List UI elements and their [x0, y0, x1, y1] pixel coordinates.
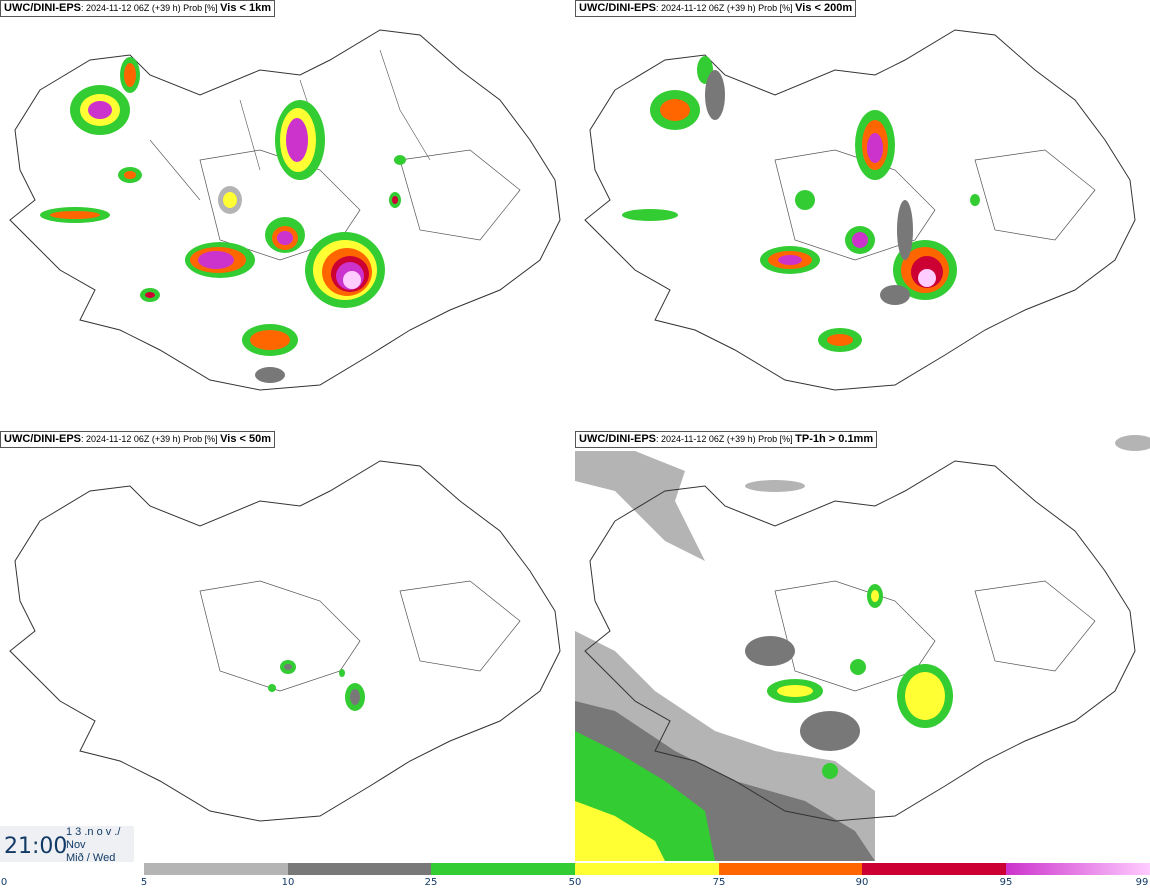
iceland-map [575, 435, 1150, 861]
colorbar-tick: 25 [424, 877, 438, 888]
iceland-map [584, 29, 1136, 391]
weekday-line: Mið / Wed [66, 852, 116, 864]
field-name: Vis < 50m [220, 433, 272, 445]
model-name: UWC/DINI-EPS [4, 2, 81, 14]
colorbar-segment [288, 863, 431, 875]
colorbar-tick: 50 [568, 877, 582, 888]
colorbar-segment [719, 863, 862, 875]
iceland-map [9, 460, 561, 822]
panel-title: UWC/DINI-EPS: 2024-11-12 06Z (+39 h) Pro… [575, 431, 878, 448]
date-line: 1 3 .n o v ./ [66, 826, 121, 838]
valid-time-box: 21:00 1 3 .n o v ./ Nov Mið / Wed [0, 826, 134, 864]
field-name: TP-1h > 0.1mm [795, 433, 874, 445]
month-line: Nov [66, 839, 86, 851]
colorbar-segment [862, 863, 1006, 875]
panel-title: UWC/DINI-EPS: 2024-11-12 06Z (+39 h) Pro… [0, 0, 276, 17]
iceland-map [9, 29, 561, 391]
colorbar-tick: 75 [712, 877, 726, 888]
field-name: Vis < 200m [795, 2, 853, 14]
map-panel-vis-200m: UWC/DINI-EPS: 2024-11-12 06Z (+39 h) Pro… [575, 0, 1150, 430]
prob-field-tp [745, 435, 1150, 779]
run-info: : 2024-11-12 06Z (+39 h) Prob [%] [81, 3, 221, 13]
map-panel-vis-50m: UWC/DINI-EPS: 2024-11-12 06Z (+39 h) Pro… [0, 431, 575, 861]
model-name: UWC/DINI-EPS [4, 433, 81, 445]
run-info: : 2024-11-12 06Z (+39 h) Prob [%] [656, 3, 796, 13]
panel-title: UWC/DINI-EPS: 2024-11-12 06Z (+39 h) Pro… [575, 0, 857, 17]
colorbar-segment [144, 863, 288, 875]
prob-field-1km [40, 57, 406, 383]
run-info: : 2024-11-12 06Z (+39 h) Prob [%] [81, 434, 221, 444]
colorbar-segment [431, 863, 575, 875]
model-name: UWC/DINI-EPS [579, 433, 656, 445]
colorbar-segment [575, 863, 719, 875]
colorbar-segment [1006, 863, 1150, 875]
map-panel-vis-1km: UWC/DINI-EPS: 2024-11-12 06Z (+39 h) Pro… [0, 0, 575, 430]
colorbar-tick: 95 [999, 877, 1013, 888]
panel-title: UWC/DINI-EPS: 2024-11-12 06Z (+39 h) Pro… [0, 431, 276, 448]
colorbar-tick: 90 [855, 877, 869, 888]
valid-time: 21:00 [4, 834, 68, 859]
field-name: Vis < 1km [220, 2, 272, 14]
colorbar-tick: 10 [281, 877, 295, 888]
colorbar-tick: 99 [1135, 877, 1149, 888]
model-name: UWC/DINI-EPS [579, 2, 656, 14]
prob-field-50m [268, 660, 365, 711]
colorbar-tick: 0 [0, 877, 8, 888]
run-info: : 2024-11-12 06Z (+39 h) Prob [%] [656, 434, 796, 444]
prob-field-200m [622, 56, 980, 352]
colorbar-tick: 5 [140, 877, 148, 888]
map-panel-tp-1h: UWC/DINI-EPS: 2024-11-12 06Z (+39 h) Pro… [575, 431, 1150, 861]
